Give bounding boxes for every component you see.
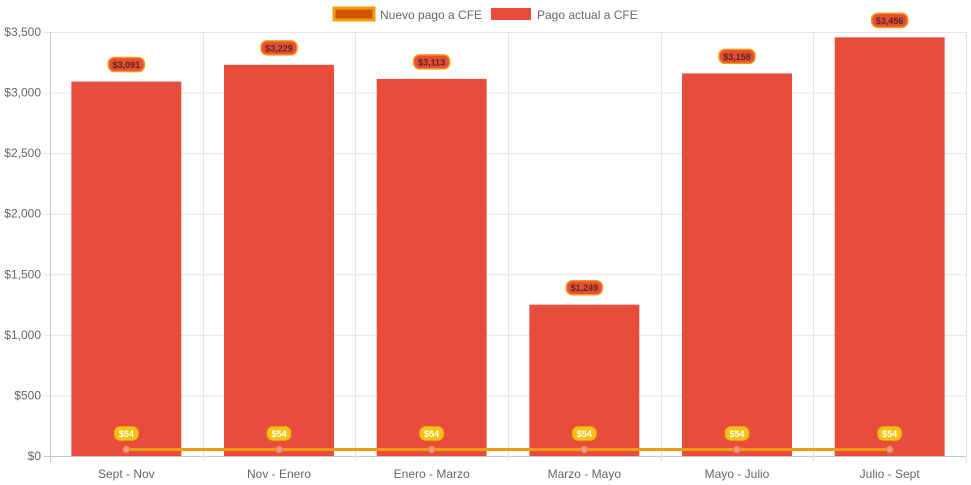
line-point [733, 445, 741, 454]
line-data-label-badge [419, 425, 445, 441]
bar-data-label: $3,456 [870, 12, 909, 29]
bar-data-label: $1,249 [565, 279, 604, 296]
y-tick-label: $500 [14, 388, 41, 402]
bar [376, 78, 487, 456]
y-tick-label: $3,500 [4, 25, 41, 39]
bar-data-label-badge [565, 279, 604, 296]
line-data-label-text: $54 [424, 429, 439, 439]
legend-label: Nuevo pago a CFE [380, 8, 482, 22]
y-tick-label: $2,000 [4, 207, 41, 221]
line-data-label-badge [571, 425, 597, 441]
line-data-label-badge [877, 425, 903, 441]
bar-data-label-badge [260, 40, 298, 56]
bar-data-label-badge [412, 54, 451, 70]
bar [834, 37, 945, 456]
line-point [427, 445, 436, 454]
line-data-label: $54 [571, 425, 597, 441]
bar-data-label-text: $3,229 [265, 43, 293, 53]
line-data-label: $54 [419, 425, 445, 441]
x-axis: Sept - Nov Nov - Enero Enero - Marzo Marzo … [98, 467, 920, 481]
bar-data-label: $3,113 [412, 54, 451, 70]
bar [71, 81, 182, 457]
bar-data-label-text: $3,091 [113, 60, 141, 70]
line-data-label-text: $54 [271, 429, 286, 439]
x-tick-label: Julio - Sept [860, 467, 921, 481]
bar-data-label-badge [870, 12, 909, 29]
bar-data-label-text: $1,249 [571, 283, 599, 293]
line-data-label-badge [724, 425, 750, 441]
line-labels: $54 $54 $54 $54 $54 $54 [113, 425, 903, 441]
bar-data-label: $3,158 [718, 48, 756, 65]
legend-swatch [491, 8, 531, 20]
legend-swatch [332, 6, 376, 22]
line-data-label-text: $54 [119, 429, 134, 439]
grid [44, 32, 967, 462]
y-tick-label: $1,500 [4, 267, 41, 281]
x-tick-label: Enero - Marzo [394, 467, 470, 481]
bar-data-label-badge [107, 56, 146, 73]
y-tick-label: $3,000 [4, 86, 41, 100]
line-data-label: $54 [724, 425, 750, 441]
y-tick-label: $2,500 [4, 146, 41, 160]
bar [682, 73, 792, 457]
y-axis: $0 $500 $1,000 $1,500 $2,000 $2,500 $3,000 $3,5… [4, 25, 41, 463]
bar-labels: $3,091 $3,229 $3,113 $1,249 $3,158 $3,456 [107, 12, 909, 296]
line-data-label-text: $54 [577, 429, 592, 439]
line-data-label: $54 [113, 425, 139, 441]
line-data-label-text: $54 [729, 429, 744, 439]
bar [224, 64, 334, 456]
line-data-label-badge [113, 425, 139, 441]
legend-item-nuevo-pago: Nuevo pago a CFE [332, 6, 482, 22]
line-data-label-badge [266, 425, 292, 441]
line-data-label: $54 [266, 425, 292, 441]
line-data-label: $54 [877, 425, 903, 441]
legend: Nuevo pago a CFE Pago actual a CFE [332, 6, 638, 22]
bar-data-label-text: $3,113 [418, 57, 445, 67]
bar-data-label-badge [718, 48, 756, 65]
x-tick-label: Nov - Enero [247, 467, 311, 481]
line-point [580, 445, 589, 454]
bars [71, 37, 945, 457]
legend-label: Pago actual a CFE [537, 8, 638, 22]
x-tick-label: Mayo - Julio [705, 467, 770, 481]
x-tick-label: Sept - Nov [98, 467, 155, 481]
bar-data-label-text: $3,158 [723, 52, 751, 62]
line-point [885, 445, 894, 454]
y-tick-label: $1,000 [4, 328, 41, 342]
bar-data-label: $3,229 [260, 40, 298, 56]
line-data-label-text: $54 [882, 429, 897, 439]
bar-data-label-text: $3,456 [876, 16, 904, 26]
x-tick-label: Marzo - Mayo [548, 467, 622, 481]
y-tick-label: $0 [28, 449, 42, 463]
line-point [275, 445, 283, 454]
legend-item-pago-actual: Pago actual a CFE [491, 8, 638, 22]
line-series [122, 445, 894, 454]
line-point [122, 445, 131, 454]
bar-data-label: $3,091 [107, 56, 146, 73]
